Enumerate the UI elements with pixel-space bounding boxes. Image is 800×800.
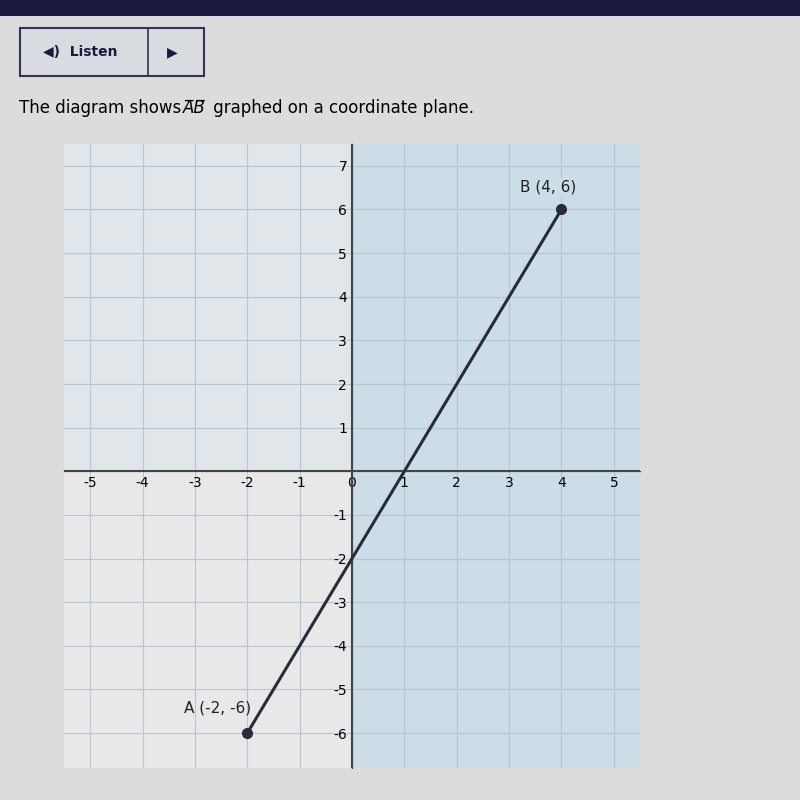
- Text: The diagram shows: The diagram shows: [19, 99, 186, 117]
- Bar: [64, 144, 352, 471]
- FancyBboxPatch shape: [20, 27, 204, 76]
- Text: graphed on a coordinate plane.: graphed on a coordinate plane.: [208, 99, 474, 117]
- Text: ◀)  Listen: ◀) Listen: [42, 45, 118, 59]
- Text: B (4, 6): B (4, 6): [519, 179, 576, 194]
- Bar: [352, 144, 640, 768]
- Text: ▶: ▶: [166, 45, 178, 59]
- Bar: [0, 0, 800, 16]
- Text: A (-2, -6): A (-2, -6): [185, 701, 251, 716]
- Text: A̅B̅: A̅B̅: [182, 99, 205, 117]
